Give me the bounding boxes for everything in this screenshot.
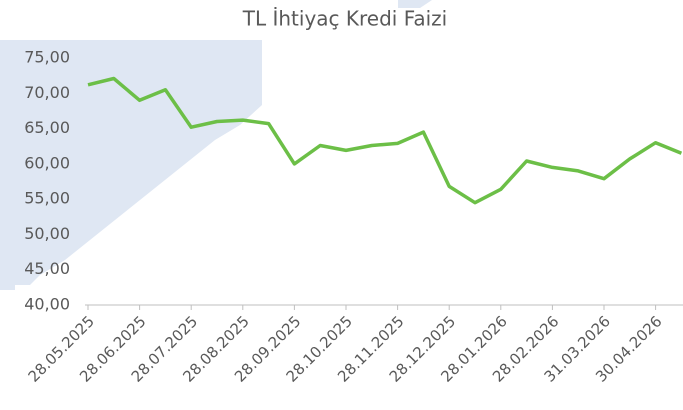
background-shade <box>0 40 262 290</box>
chart-title: TL İhtiyaç Kredi Faizi <box>242 7 447 31</box>
line-series <box>87 76 683 205</box>
background-shade <box>398 0 432 8</box>
y-tick-label: 40,00 <box>24 295 70 314</box>
y-tick-label: 70,00 <box>24 83 70 102</box>
y-tick-label: 55,00 <box>24 189 70 208</box>
y-tick-label: 50,00 <box>24 224 70 243</box>
y-tick-label: 65,00 <box>24 118 70 137</box>
y-tick-label: 45,00 <box>24 259 70 278</box>
y-tick-label: 75,00 <box>24 48 70 67</box>
y-tick-label: 60,00 <box>24 153 70 172</box>
